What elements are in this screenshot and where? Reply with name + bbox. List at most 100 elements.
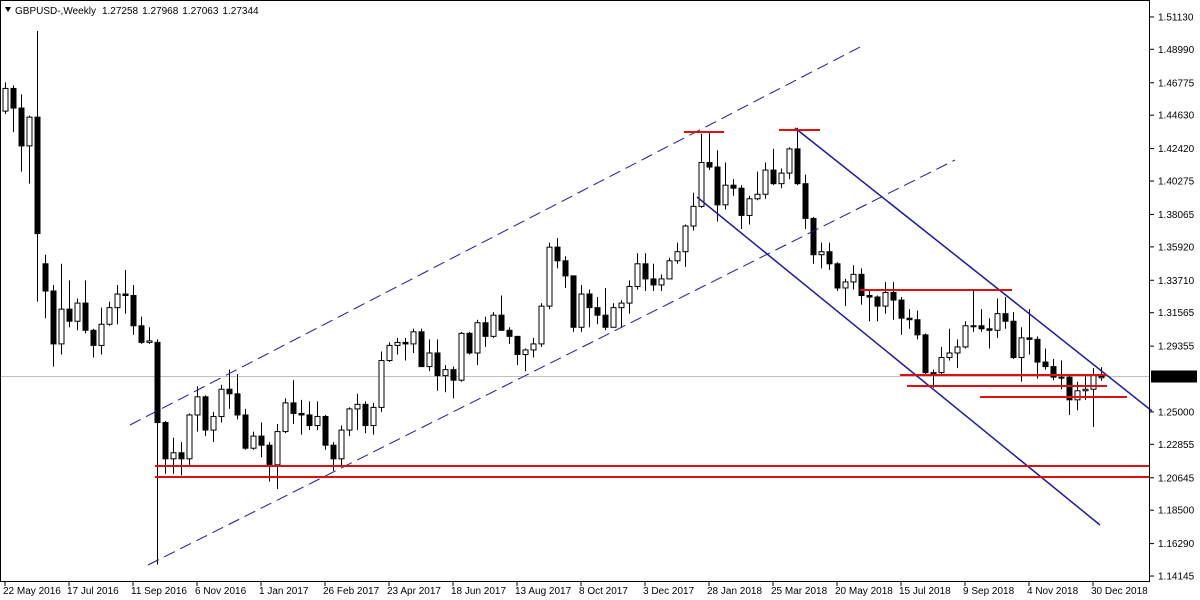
y-tick-label: 1.51130 xyxy=(1158,12,1194,23)
candle-body xyxy=(954,346,961,354)
candle-body xyxy=(138,325,145,343)
candle-body xyxy=(306,414,313,427)
x-tick-label: 25 Mar 2018 xyxy=(771,586,828,597)
header-icon xyxy=(5,7,11,12)
candle-body xyxy=(314,415,321,427)
y-tick-label: 1.38065 xyxy=(1158,210,1195,221)
y-tick-label: 1.48990 xyxy=(1158,45,1195,56)
candle-body xyxy=(338,429,345,460)
candle-body xyxy=(698,162,705,207)
x-tick-label: 3 Dec 2017 xyxy=(643,586,695,597)
candle-body xyxy=(666,260,673,280)
candle-body xyxy=(890,292,897,301)
candle-body xyxy=(514,335,521,355)
candle-body xyxy=(586,293,593,309)
candle-body xyxy=(770,169,777,185)
x-tick-label: 28 Jan 2018 xyxy=(707,586,762,597)
candle-body xyxy=(914,319,921,336)
channel-line xyxy=(129,46,861,426)
x-tick-label: 1 Jan 2017 xyxy=(259,586,309,597)
candle-body xyxy=(490,314,497,337)
x-tick-label: 4 Nov 2018 xyxy=(1027,586,1079,597)
y-tick-label: 1.22855 xyxy=(1158,440,1195,451)
candle-body xyxy=(802,183,809,219)
candle-body xyxy=(818,251,825,256)
candle-body xyxy=(202,396,209,431)
candle-body xyxy=(530,343,537,351)
y-tick-label: 1.40275 xyxy=(1158,177,1195,188)
candle-body xyxy=(810,217,817,256)
y-tick-label: 1.18500 xyxy=(1158,506,1195,517)
candle-body xyxy=(26,116,33,147)
candle-body xyxy=(322,415,329,446)
candle-body xyxy=(74,302,81,322)
candle-body xyxy=(522,349,529,355)
candle-body xyxy=(930,372,937,375)
x-tick-label: 15 Jul 2018 xyxy=(899,586,951,597)
candle-body xyxy=(346,408,353,431)
candle-body xyxy=(594,307,601,316)
candle-body xyxy=(234,393,241,416)
candle-body xyxy=(970,325,977,328)
candle-body xyxy=(498,314,505,331)
x-tick-label: 30 Dec 2018 xyxy=(1091,586,1148,597)
candle-body xyxy=(842,281,849,289)
candle-body xyxy=(130,295,137,327)
candle-body xyxy=(730,184,737,189)
y-tick-label: 1.14145 xyxy=(1158,572,1195,583)
candle-body xyxy=(426,352,433,368)
x-tick-label: 8 Oct 2017 xyxy=(579,586,628,597)
candle-body xyxy=(146,340,153,343)
candle-body xyxy=(762,169,769,195)
y-tick-label: 1.42420 xyxy=(1158,144,1195,155)
candle-body xyxy=(354,403,361,410)
candle-body xyxy=(794,148,801,185)
candle-body xyxy=(986,328,993,331)
candle-body xyxy=(378,360,385,408)
candle-body xyxy=(250,435,257,449)
candle-body xyxy=(226,388,233,395)
header-low: 1.27063 xyxy=(182,6,219,17)
candle-body xyxy=(282,402,289,433)
candle-body xyxy=(714,166,721,206)
candle-body xyxy=(90,329,97,346)
candle-body xyxy=(778,172,785,185)
x-tick-label: 13 Aug 2017 xyxy=(515,586,572,597)
trend-line xyxy=(696,196,1101,526)
candle-body xyxy=(482,322,489,337)
candle-body xyxy=(458,332,465,381)
candle-body xyxy=(1026,337,1033,340)
current-price-box xyxy=(1151,370,1197,383)
plot-frame xyxy=(0,0,1150,582)
chart-header: GBPUSD-,Weekly 1.27258 1.27968 1.27063 1.273… xyxy=(15,6,259,17)
candle-body xyxy=(626,285,633,304)
candle-body xyxy=(738,187,745,216)
y-tick-label: 1.46775 xyxy=(1158,78,1195,89)
candle-body xyxy=(874,296,881,307)
x-tick-label: 26 Feb 2017 xyxy=(323,586,380,597)
candle-body xyxy=(682,225,689,253)
candle-body xyxy=(1098,376,1105,379)
candle-body xyxy=(386,344,393,362)
candle-body xyxy=(866,295,873,298)
candle-body xyxy=(418,331,425,368)
candle-body xyxy=(122,293,129,297)
candle-body xyxy=(570,275,577,328)
candle-body xyxy=(330,444,337,460)
drawings xyxy=(129,46,1153,566)
candle-body xyxy=(50,290,57,345)
candle-body xyxy=(274,431,281,466)
header-high: 1.27968 xyxy=(142,6,179,17)
candle-body xyxy=(162,422,169,460)
candle-body xyxy=(434,352,441,377)
candle-body xyxy=(562,260,569,277)
candle-body xyxy=(650,278,657,286)
candle-body xyxy=(442,369,449,377)
candle-body xyxy=(466,332,473,354)
y-tick-label: 1.20645 xyxy=(1158,473,1195,484)
candle-body xyxy=(746,198,753,216)
x-tick-label: 20 May 2018 xyxy=(835,586,893,597)
candle-body xyxy=(938,357,945,374)
